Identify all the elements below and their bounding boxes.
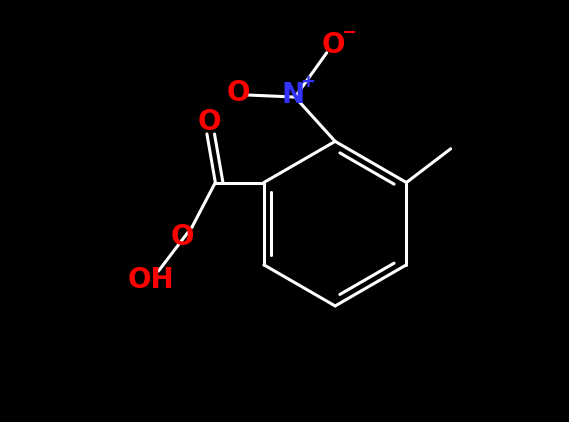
Text: O: O — [226, 79, 250, 107]
Text: N: N — [282, 81, 304, 109]
Text: O: O — [321, 31, 345, 59]
Text: +: + — [300, 73, 315, 91]
Text: O: O — [197, 108, 221, 136]
Text: O: O — [171, 223, 195, 252]
Text: −: − — [341, 24, 356, 41]
Text: OH: OH — [127, 265, 174, 294]
